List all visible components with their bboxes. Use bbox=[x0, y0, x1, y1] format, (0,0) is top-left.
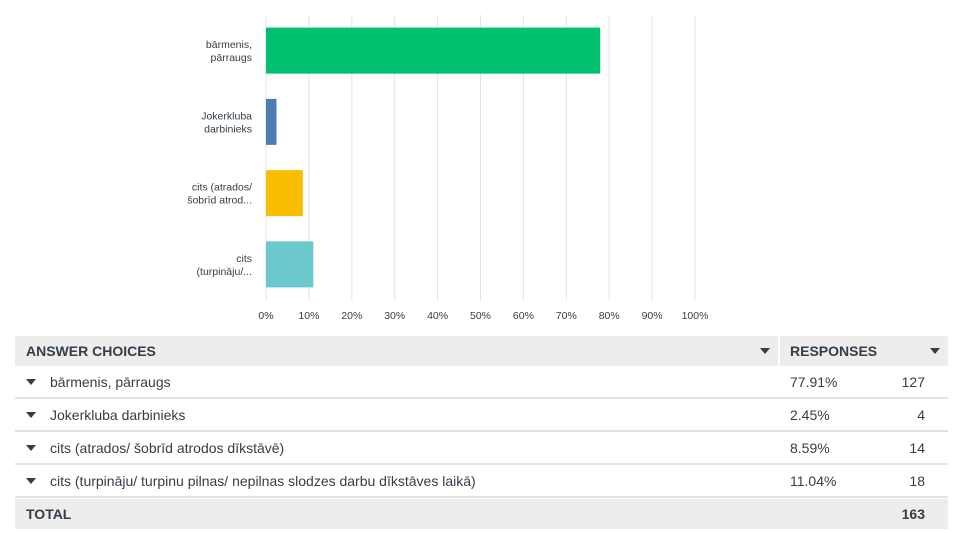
x-tick-label: 40% bbox=[427, 310, 448, 322]
responses-header[interactable]: RESPONSES bbox=[790, 343, 878, 359]
table-header-row: ANSWER CHOICES RESPONSES bbox=[15, 336, 948, 366]
answer-choice[interactable]: Jokerkluba darbinieks bbox=[26, 399, 766, 430]
category-label: cits (turpināju/... bbox=[197, 253, 252, 278]
x-tick-label: 0% bbox=[258, 310, 273, 322]
x-tick-label: 60% bbox=[513, 310, 534, 322]
response-percent: 8.59% bbox=[790, 439, 830, 456]
bar[interactable] bbox=[266, 241, 314, 288]
total-label: TOTAL bbox=[26, 506, 72, 522]
chart-x-tick-labels: 0% 10% 20% 30% 40% 50% 60% 70% 80% 90% 100% bbox=[258, 310, 708, 322]
answer-choice[interactable]: bārmenis, pārraugs bbox=[26, 366, 766, 397]
chart-category-labels: bārmenis, pārraugs Jokerkluba darbinieks cit… bbox=[187, 39, 252, 278]
category-label: bārmenis, pārraugs bbox=[206, 39, 252, 64]
x-tick-label: 10% bbox=[298, 310, 319, 322]
x-tick-label: 30% bbox=[384, 310, 405, 322]
expand-caret-icon[interactable] bbox=[26, 477, 36, 484]
bar[interactable] bbox=[266, 27, 601, 74]
answer-choice-label: cits (atrados/ šobrīd atrodos dīkstāvē) bbox=[50, 439, 285, 456]
x-tick-label: 20% bbox=[341, 310, 362, 322]
response-count: 127 bbox=[901, 373, 925, 390]
bar-chart: bārmenis, pārraugs Jokerkluba darbinieks cit… bbox=[187, 15, 708, 322]
response-percent: 2.45% bbox=[790, 406, 830, 423]
responses-table: ANSWER CHOICES RESPONSES bārmenis, pārra… bbox=[15, 336, 948, 529]
expand-caret-icon[interactable] bbox=[26, 444, 36, 451]
bar[interactable] bbox=[266, 98, 277, 145]
answer-choices-header[interactable]: ANSWER CHOICES bbox=[26, 343, 156, 359]
table-row: cits (turpināju/ turpinu pilnas/ nepilna… bbox=[15, 465, 948, 498]
answer-choice-label: cits (turpināju/ turpinu pilnas/ nepilna… bbox=[50, 472, 476, 489]
answer-choice[interactable]: cits (turpināju/ turpinu pilnas/ nepilna… bbox=[26, 465, 766, 496]
x-tick-label: 90% bbox=[642, 310, 663, 322]
response-percent: 11.04% bbox=[790, 472, 837, 489]
response-percent: 77.91% bbox=[790, 373, 838, 390]
table-row: bārmenis, pārraugs 77.91% 127 bbox=[15, 366, 948, 399]
response-count: 4 bbox=[917, 406, 925, 423]
total-count: 163 bbox=[901, 506, 925, 522]
table-row: cits (atrados/ šobrīd atrodos dīkstāvē) … bbox=[15, 432, 948, 465]
sort-responses-icon[interactable] bbox=[930, 348, 940, 354]
x-tick-label: 70% bbox=[556, 310, 577, 322]
bar[interactable] bbox=[266, 170, 303, 217]
category-label: cits (atrados/šobrīd atrod... bbox=[187, 182, 252, 207]
x-tick-label: 100% bbox=[682, 310, 709, 322]
response-count: 14 bbox=[909, 439, 925, 456]
category-label: Jokerkluba darbinieks bbox=[201, 110, 252, 135]
column-divider bbox=[778, 336, 780, 366]
answer-choice[interactable]: cits (atrados/ šobrīd atrodos dīkstāvē) bbox=[26, 432, 766, 463]
answer-choice-label: bārmenis, pārraugs bbox=[50, 373, 171, 390]
expand-caret-icon[interactable] bbox=[26, 411, 36, 418]
x-tick-label: 80% bbox=[599, 310, 620, 322]
chart-bars bbox=[266, 27, 601, 288]
answer-choice-label: Jokerkluba darbinieks bbox=[50, 406, 186, 423]
sort-answer-choices-icon[interactable] bbox=[760, 348, 770, 354]
expand-caret-icon[interactable] bbox=[26, 378, 36, 385]
table-row: Jokerkluba darbinieks 2.45% 4 bbox=[15, 399, 948, 432]
table-total-row: TOTAL 163 bbox=[15, 499, 948, 529]
response-count: 18 bbox=[909, 472, 925, 489]
x-tick-label: 50% bbox=[470, 310, 491, 322]
